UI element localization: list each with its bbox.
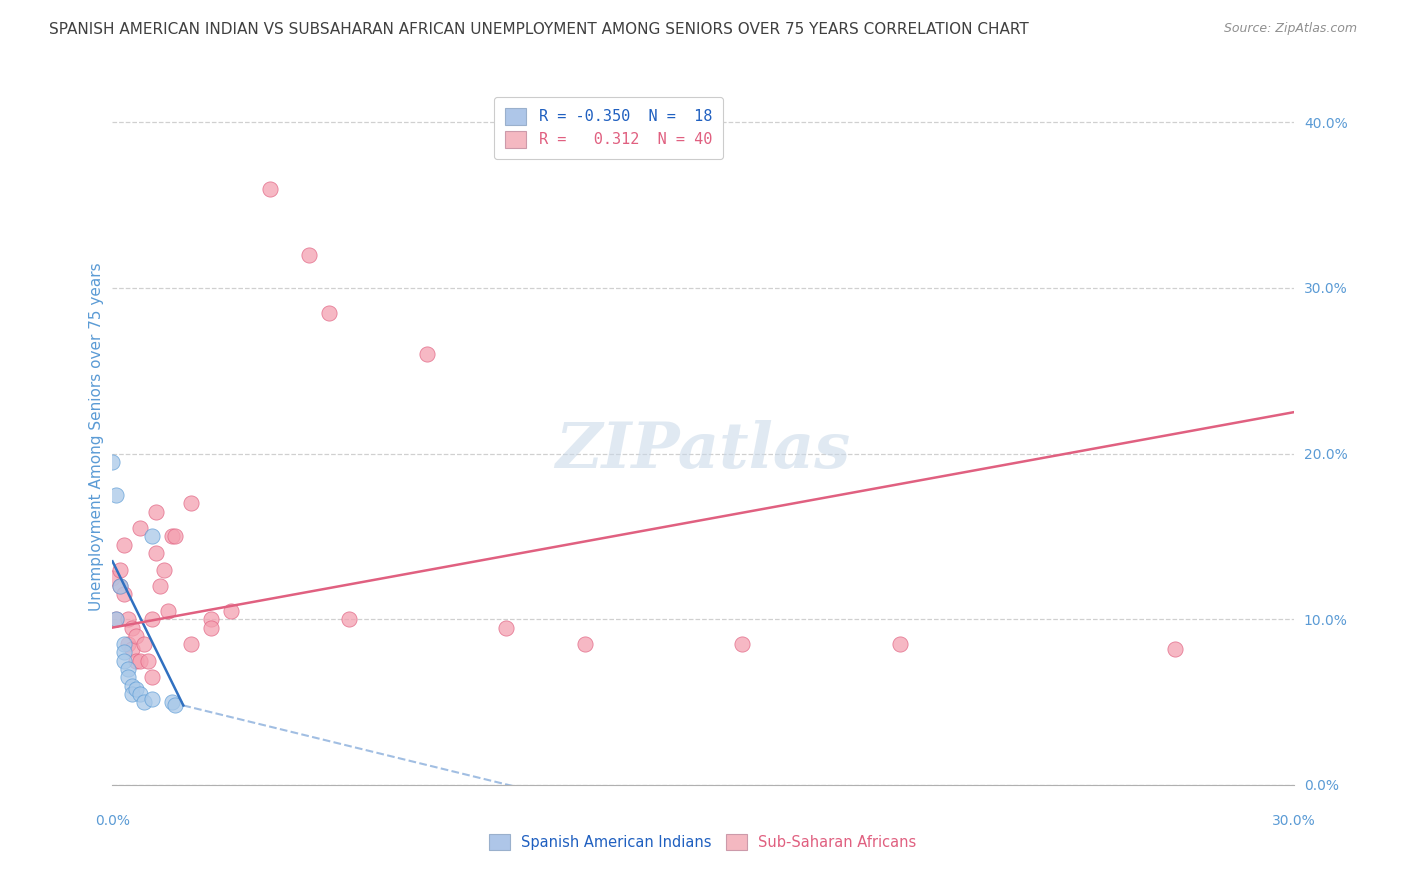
Point — [259, 181, 281, 195]
Point — [121, 642, 143, 657]
Point — [141, 612, 163, 626]
Point — [1164, 642, 1187, 657]
Point — [298, 248, 321, 262]
Text: Source: ZipAtlas.com: Source: ZipAtlas.com — [1223, 22, 1357, 36]
Point — [101, 455, 124, 469]
Point — [121, 687, 143, 701]
Point — [132, 695, 155, 709]
Point — [160, 529, 183, 543]
Point — [152, 563, 174, 577]
Point — [165, 529, 187, 543]
Point — [117, 670, 139, 684]
Point — [112, 538, 135, 552]
Point — [141, 670, 163, 684]
Point — [129, 521, 152, 535]
Point — [101, 571, 124, 585]
Point — [117, 662, 139, 676]
Point — [318, 306, 340, 320]
Point — [125, 654, 148, 668]
Text: 0.0%: 0.0% — [96, 814, 129, 828]
Point — [141, 691, 163, 706]
Point — [156, 604, 179, 618]
Point — [219, 604, 242, 618]
Point — [132, 637, 155, 651]
Point — [112, 654, 135, 668]
Point — [200, 612, 222, 626]
Point — [125, 681, 148, 696]
Point — [117, 637, 139, 651]
Point — [149, 579, 172, 593]
Point — [105, 488, 128, 502]
Point — [136, 654, 159, 668]
Point — [141, 529, 163, 543]
Point — [121, 679, 143, 693]
Point — [416, 347, 439, 361]
Point — [160, 695, 183, 709]
Point — [110, 579, 132, 593]
Y-axis label: Unemployment Among Seniors over 75 years: Unemployment Among Seniors over 75 years — [89, 263, 104, 611]
Point — [117, 612, 139, 626]
Point — [105, 612, 128, 626]
Text: SPANISH AMERICAN INDIAN VS SUBSAHARAN AFRICAN UNEMPLOYMENT AMONG SENIORS OVER 75: SPANISH AMERICAN INDIAN VS SUBSAHARAN AF… — [49, 22, 1029, 37]
Point — [731, 637, 754, 651]
Point — [889, 637, 911, 651]
Point — [574, 637, 596, 651]
Point — [145, 505, 167, 519]
Text: ZIPatlas: ZIPatlas — [555, 420, 851, 482]
Point — [180, 637, 202, 651]
Point — [112, 637, 135, 651]
Point — [129, 687, 152, 701]
Point — [105, 612, 128, 626]
Point — [121, 621, 143, 635]
Point — [112, 645, 135, 659]
Point — [110, 563, 132, 577]
Point — [495, 621, 517, 635]
Point — [200, 621, 222, 635]
Point — [112, 587, 135, 601]
Point — [165, 698, 187, 713]
Point — [110, 579, 132, 593]
Legend: Spanish American Indians, Sub-Saharan Africans: Spanish American Indians, Sub-Saharan Af… — [482, 826, 924, 858]
Point — [129, 654, 152, 668]
Point — [125, 629, 148, 643]
Point — [180, 496, 202, 510]
Text: 30.0%: 30.0% — [1271, 814, 1316, 828]
Point — [145, 546, 167, 560]
Point — [337, 612, 360, 626]
